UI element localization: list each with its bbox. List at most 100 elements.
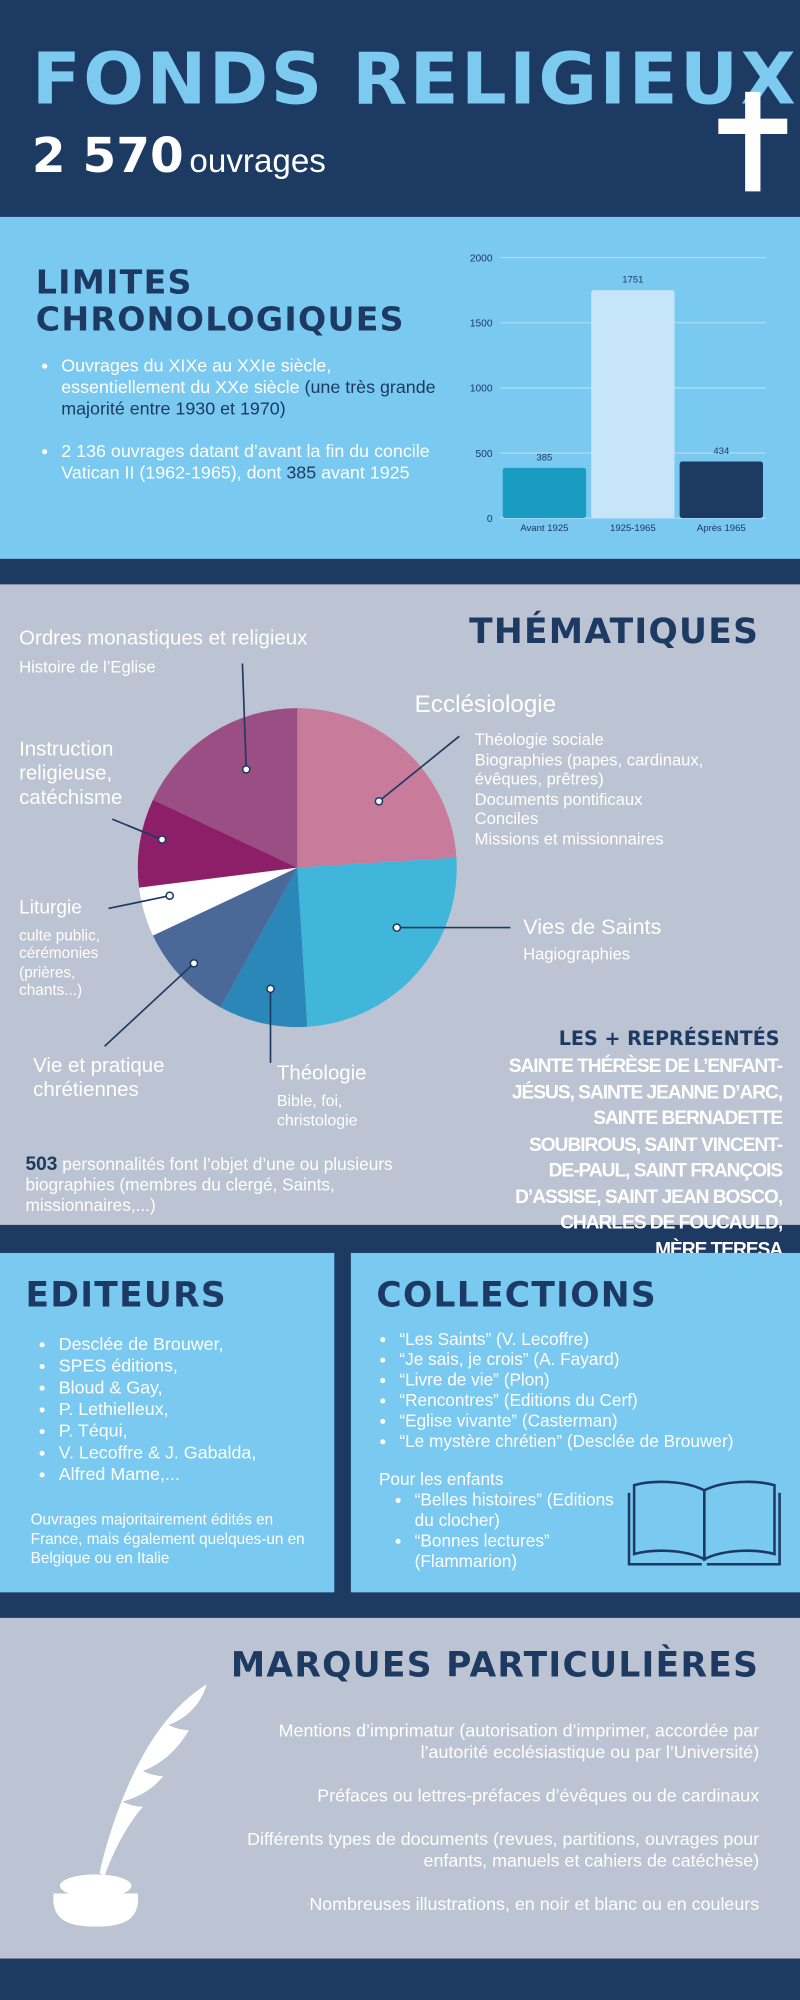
pie-label: Théologie xyxy=(276,1062,367,1085)
pie-chart xyxy=(104,663,511,1063)
pie-detail: Théologie sociale xyxy=(474,729,604,749)
personalities-text: personnalités font l’objet d’une ou plus… xyxy=(25,1154,393,1215)
pie-detail: Biographies (papes, cardinaux, évêques, … xyxy=(474,749,704,789)
chronology-section: LIMITES CHRONOLOGIQUES Ouvrages du XIXe … xyxy=(0,216,800,559)
publishers-note: Ouvrages majoritairement édités en Franc… xyxy=(30,1510,305,1567)
bar xyxy=(591,290,675,519)
leader-line xyxy=(378,735,460,802)
inkwell-body xyxy=(53,1893,139,1927)
book-page xyxy=(703,1480,776,1562)
bar xyxy=(679,461,764,519)
leader-dot xyxy=(392,923,402,932)
pie-label: Ecclésiologie xyxy=(414,691,557,719)
pie-label: Ordres monastiques et religieux xyxy=(19,627,308,650)
kids-list: “Belles histoires” (Editions du clocher)… xyxy=(392,1490,632,1572)
pie-slice xyxy=(139,867,298,936)
section-title: LIMITES CHRONOLOGIQUES xyxy=(35,264,405,340)
kids-collection: “Belles histoires” (Editions du clocher) xyxy=(415,1490,632,1531)
kids-title: Pour les enfants xyxy=(378,1469,504,1489)
book-page xyxy=(632,1480,706,1562)
title: FONDS RELIGIEUX xyxy=(31,38,799,122)
publisher: SPES éditions, xyxy=(59,1355,352,1377)
pie-detail: Histoire de l’Eglise xyxy=(19,657,156,677)
leader-dot xyxy=(374,796,384,806)
y-tick-label: 1000 xyxy=(470,384,493,395)
pie-slice xyxy=(297,708,457,868)
leader-dot xyxy=(266,984,275,994)
y-tick-label: 0 xyxy=(487,514,493,525)
x-tick-label: 1925-1965 xyxy=(610,523,656,534)
value-label: 434 xyxy=(713,446,730,457)
collections-section: COLLECTIONS “Les Saints” (V. Lecoffre)“J… xyxy=(350,1252,800,1593)
leader-line xyxy=(104,962,195,1047)
pie-detail: culte public, cérémonies (prières, chant… xyxy=(19,926,101,1000)
publisher: P. Lethielleux, xyxy=(59,1398,352,1420)
inkwell-top xyxy=(59,1874,132,1898)
count: 2 570 xyxy=(31,127,184,184)
leader-line xyxy=(108,894,170,910)
pie-details: Hagiographies xyxy=(523,944,714,964)
book-cover xyxy=(627,1492,781,1566)
publisher: V. Lecoffre & J. Gabalda, xyxy=(59,1442,352,1464)
feather xyxy=(99,1684,207,1876)
bullet-text: (une très grande majorité entre 1930 et … xyxy=(61,376,436,419)
pie-detail: Conciles xyxy=(474,809,539,829)
themes-section: THÉMATIQUES 503 personnalités font l’obj… xyxy=(0,584,800,1260)
bullet: 2 136 ouvrages datant d’avant la fin du … xyxy=(61,440,444,483)
mark-item: Préfaces ou lettres-préfaces d’évêques o… xyxy=(317,1785,760,1806)
pie-label: Vie et pratique chrétiennes xyxy=(33,1055,165,1102)
pie-detail: Bible, foi, christologie xyxy=(276,1092,358,1130)
pie-label: Instruction religieuse, catéchisme xyxy=(19,738,123,810)
mark-item: Mentions d’imprimatur (autorisation d’im… xyxy=(278,1719,760,1763)
pie-details: Théologie sociale Biographies (papes, car… xyxy=(475,730,711,849)
section-title: EDITEURS xyxy=(25,1275,228,1316)
y-tick-label: 500 xyxy=(476,449,493,460)
section-title: MARQUES PARTICULIÈRES xyxy=(230,1645,760,1686)
collection-list: “Les Saints” (V. Lecoffre)“Je sais, je c… xyxy=(376,1330,800,1452)
leader-line xyxy=(241,663,248,770)
personalities: 503 personnalités font l’objet d’une ou … xyxy=(25,1154,447,1216)
bullet: Ouvrages du XIXe au XXIe siècle, essenti… xyxy=(61,355,444,420)
header: FONDS RELIGIEUX 2 570 ouvrages xyxy=(0,0,800,217)
bar xyxy=(502,467,587,519)
leader-dot xyxy=(241,765,251,774)
pie-label: Liturgie xyxy=(19,896,82,919)
bullet-list: Ouvrages du XIXe au XXIe siècle, essenti… xyxy=(38,355,444,504)
publisher: P. Téqui, xyxy=(59,1420,352,1442)
pie-details: culte public, cérémonies (prières, chant… xyxy=(19,926,124,999)
value-label: 385 xyxy=(536,452,552,463)
collection: “Le mystère chrétien” (Desclée de Brouwe… xyxy=(399,1432,800,1452)
collection: “Je sais, je crois” (A. Fayard) xyxy=(399,1350,800,1370)
bullet-text: avant 1925 xyxy=(321,461,410,483)
publisher-list: Desclée de Brouwer,SPES éditions,Bloud &… xyxy=(36,1333,352,1485)
most-title: LES + REPRÉSENTÉS xyxy=(558,1027,780,1051)
publisher: Desclée de Brouwer, xyxy=(59,1333,352,1355)
pie-slice xyxy=(152,867,298,1008)
pie-detail: Documents pontificaux xyxy=(474,789,643,809)
kids-collection: “Bonnes lectures” (Flammarion) xyxy=(415,1531,632,1572)
bullet-text: 385 xyxy=(286,461,317,483)
bullet-text: Ouvrages du XIXe au XXIe siècle, essenti… xyxy=(61,354,332,397)
mark-item: Nombreuses illustrations, en noir et bla… xyxy=(309,1893,760,1914)
collection: “Livre de vie” (Plon) xyxy=(399,1370,800,1390)
mark-item: Différents types de documents (revues, p… xyxy=(247,1828,760,1871)
value-label: 1751 xyxy=(622,274,643,285)
collection: “Eglise vivante” (Casterman) xyxy=(399,1411,800,1431)
pie-detail: Missions et missionnaires xyxy=(474,829,664,849)
section-title: THÉMATIQUES xyxy=(469,612,760,652)
count-line: 2 570 ouvrages xyxy=(32,128,326,184)
pie-slice xyxy=(137,799,298,888)
cross-icon xyxy=(718,118,788,134)
publisher: Alfred Mame,... xyxy=(59,1463,352,1485)
x-tick-label: Avant 1925 xyxy=(520,523,568,534)
publisher: Bloud & Gay, xyxy=(59,1377,352,1399)
bar-chart: 0 500 1000 1500 2000 385 Avant 1925 1751 1925-19… xyxy=(470,254,766,534)
pie-details: Histoire de l’Eglise xyxy=(19,657,338,677)
pie-details: Bible, foi, christologie xyxy=(277,1092,379,1130)
collection: “Rencontres” (Editions du Cerf) xyxy=(399,1391,800,1411)
leader-dot xyxy=(165,891,175,901)
cross-icon xyxy=(745,91,761,192)
leader-dot xyxy=(189,958,199,968)
publishers-section: EDITEURS Desclée de Brouwer,SPES édition… xyxy=(0,1252,335,1593)
